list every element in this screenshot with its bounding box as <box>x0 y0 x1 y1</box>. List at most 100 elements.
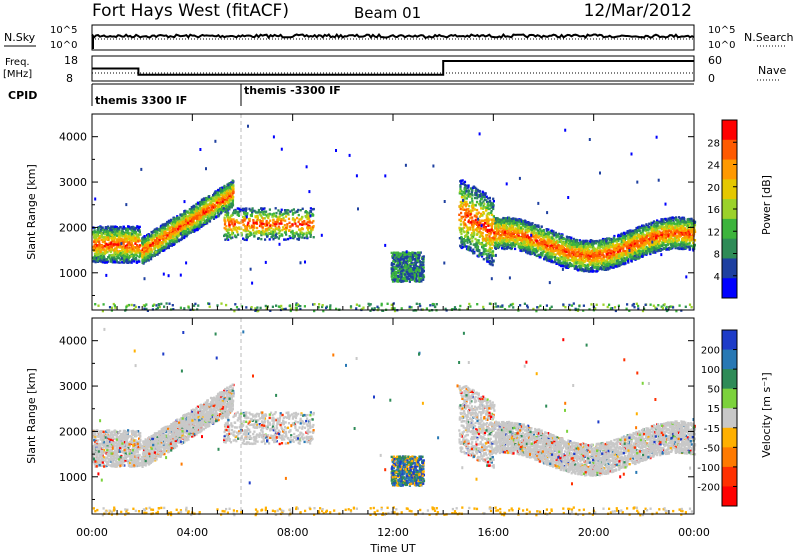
range-cell <box>275 227 278 230</box>
range-cell <box>122 239 125 242</box>
range-cell <box>221 200 224 203</box>
range-cell <box>243 212 247 215</box>
range-cell <box>128 242 131 245</box>
range-cell <box>109 245 112 248</box>
range-cell <box>221 194 224 198</box>
range-cell <box>395 251 399 254</box>
range-cell <box>95 250 98 253</box>
range-cell <box>195 213 198 217</box>
range-cell <box>233 220 236 223</box>
range-cell <box>311 221 314 224</box>
range-cell <box>241 219 244 222</box>
range-cell <box>210 215 213 219</box>
range-cell <box>198 214 202 217</box>
range-cell <box>144 237 147 241</box>
range-cell <box>398 253 401 256</box>
range-cell <box>397 255 400 259</box>
range-cell <box>166 223 170 226</box>
range-cell <box>312 207 315 211</box>
range-cell <box>194 207 197 211</box>
range-cell <box>216 212 219 215</box>
range-cell <box>204 204 207 207</box>
range-cell <box>141 241 144 245</box>
range-cell <box>180 218 183 221</box>
range-cell <box>196 228 199 231</box>
range-cell <box>111 233 114 237</box>
range-cell <box>133 228 137 231</box>
range-cell <box>268 208 271 211</box>
range-cell <box>397 275 400 278</box>
range-cell <box>257 208 260 212</box>
range-cell <box>142 236 145 239</box>
range-cell <box>121 227 124 230</box>
range-cell <box>106 232 110 235</box>
range-cell <box>155 234 159 237</box>
range-cell <box>565 248 568 251</box>
range-cell <box>237 221 240 224</box>
range-cell <box>291 232 294 236</box>
range-cell <box>199 220 202 224</box>
range-cell <box>110 239 113 242</box>
range-cell <box>92 231 95 234</box>
range-cell <box>124 244 127 248</box>
range-cell <box>209 208 212 212</box>
range-cell <box>188 213 191 217</box>
range-cell <box>473 214 476 217</box>
range-cell <box>261 229 264 232</box>
range-cell <box>183 236 186 240</box>
range-cell <box>397 264 400 267</box>
range-cell <box>264 238 267 241</box>
range-cell <box>285 228 288 232</box>
beam-label: Beam 01 <box>354 4 421 22</box>
range-cell <box>300 231 304 234</box>
range-cell <box>201 213 204 216</box>
range-cell <box>138 230 141 234</box>
range-cell <box>189 211 192 214</box>
range-cell <box>136 229 140 232</box>
range-cell <box>103 245 106 248</box>
range-cell <box>203 198 206 202</box>
range-cell <box>110 245 113 249</box>
range-cell <box>128 251 131 254</box>
range-cell <box>232 227 235 230</box>
range-cell <box>230 184 233 187</box>
range-cell <box>174 231 177 234</box>
range-cell <box>227 231 230 235</box>
range-cell <box>408 277 411 281</box>
range-cell <box>418 270 421 273</box>
range-cell <box>110 229 113 232</box>
range-cell <box>129 261 132 264</box>
range-cell <box>135 261 139 264</box>
range-cell <box>228 199 231 202</box>
range-cell <box>400 275 403 278</box>
range-cell <box>122 247 125 250</box>
range-cell <box>100 232 103 235</box>
cpid-label: CPID <box>8 89 37 102</box>
range-cell <box>278 222 281 225</box>
range-cell <box>250 209 253 212</box>
range-cell <box>177 239 181 243</box>
range-cell <box>172 243 175 246</box>
range-cell <box>145 255 148 258</box>
range-cell <box>459 223 462 226</box>
range-cell <box>243 238 246 241</box>
range-cell <box>256 211 259 214</box>
range-cell <box>167 245 170 248</box>
range-cell <box>159 242 162 245</box>
range-cell <box>97 238 100 241</box>
range-cell <box>210 207 213 210</box>
nsky-tick-bottom: 10^0 <box>50 40 77 51</box>
range-cell <box>172 228 175 231</box>
range-cell <box>225 209 228 212</box>
range-cell <box>223 196 227 200</box>
range-cell <box>308 211 311 215</box>
range-cell <box>100 244 103 248</box>
range-cell <box>109 227 112 230</box>
range-cell <box>176 232 180 235</box>
range-cell <box>261 226 264 229</box>
range-cell <box>308 232 311 235</box>
range-cell <box>147 252 150 255</box>
range-cell <box>111 225 115 228</box>
range-cell <box>301 215 304 219</box>
